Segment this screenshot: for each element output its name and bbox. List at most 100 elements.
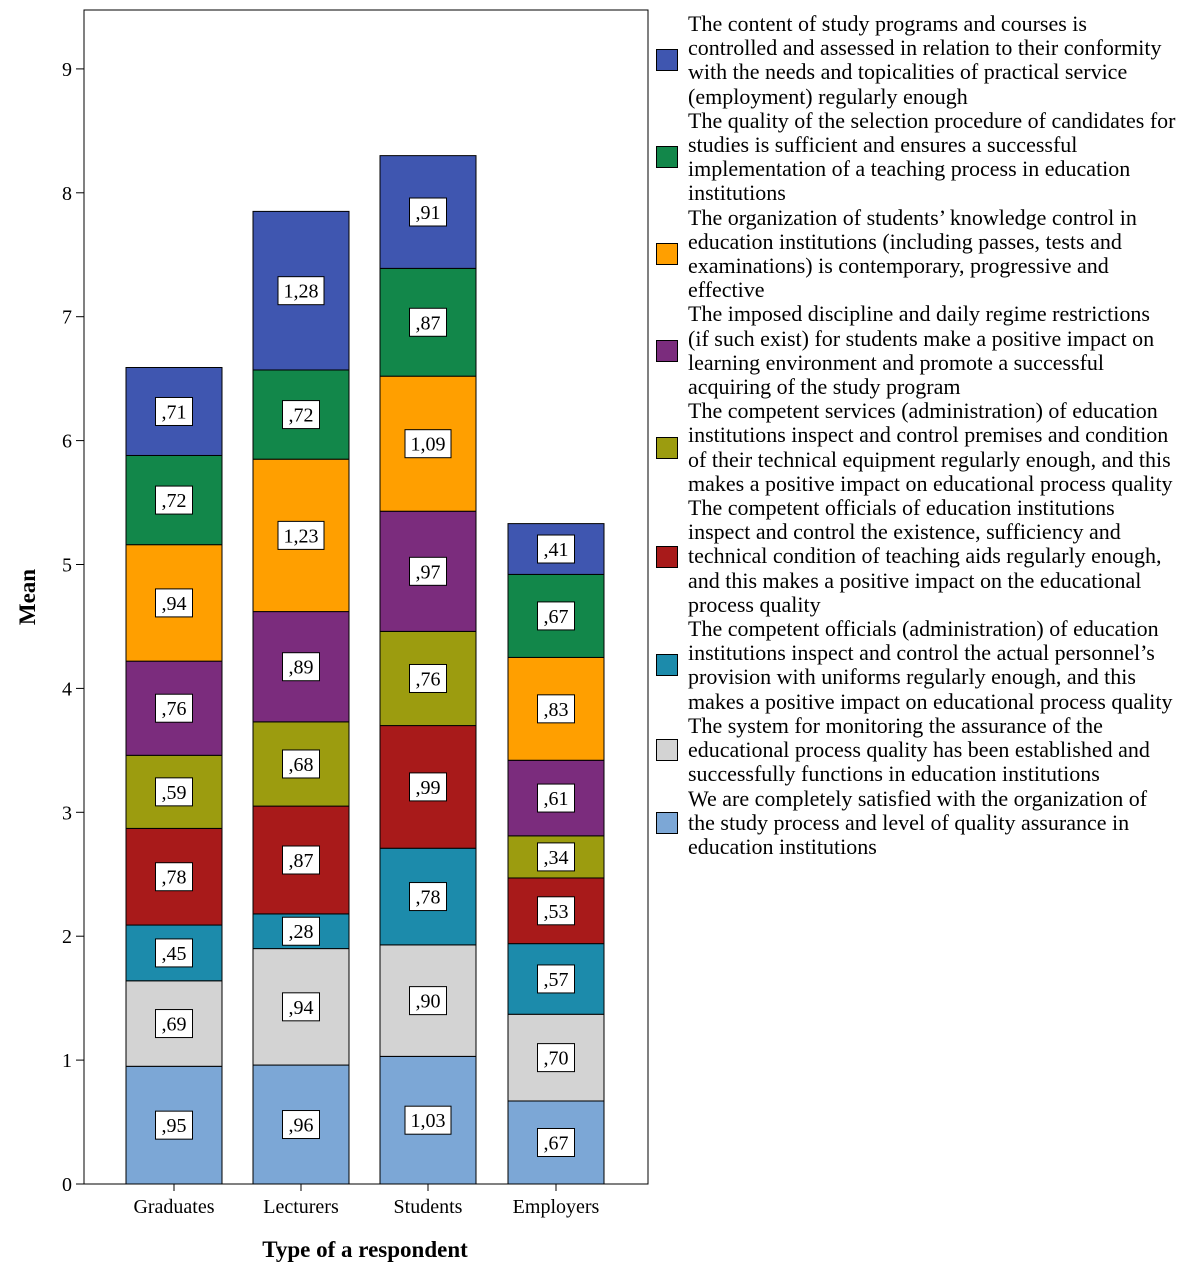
legend-swatch bbox=[656, 243, 678, 266]
data-label: ,61 bbox=[544, 788, 569, 810]
data-label: ,67 bbox=[544, 1132, 569, 1154]
data-label-box bbox=[282, 1110, 320, 1140]
data-label: ,78 bbox=[162, 867, 187, 889]
y-axis: 0 1 2 3 4 5 6 7 8 9 bbox=[62, 59, 84, 1196]
legend-label: The competent officials of education ins… bbox=[688, 495, 1162, 617]
data-label-box bbox=[282, 845, 320, 875]
legend-item: We are completely satisfied with the org… bbox=[652, 785, 1176, 860]
data-label-box bbox=[155, 1110, 193, 1140]
data-label: ,78 bbox=[416, 887, 441, 909]
data-label-box bbox=[282, 992, 320, 1022]
y-tick-label: 6 bbox=[62, 431, 72, 453]
data-label: ,72 bbox=[289, 405, 314, 427]
y-tick-label: 7 bbox=[62, 307, 72, 329]
legend-label: The imposed discipline and daily regime … bbox=[688, 301, 1155, 400]
data-label: ,70 bbox=[544, 1048, 569, 1070]
legend-label: The competent services (administration) … bbox=[688, 398, 1173, 496]
data-label: ,76 bbox=[162, 698, 187, 720]
data-label: ,94 bbox=[162, 593, 187, 615]
legend-swatch bbox=[656, 436, 678, 459]
legend-item: The competent officials of education ins… bbox=[652, 495, 1176, 617]
y-tick-label: 0 bbox=[62, 1174, 72, 1196]
data-label-box bbox=[409, 197, 447, 227]
data-label: ,53 bbox=[544, 901, 569, 923]
data-label-box bbox=[277, 520, 325, 550]
legend-swatch bbox=[656, 49, 678, 72]
x-tick-label: Lecturers bbox=[263, 1196, 339, 1218]
legend-label: The competent officials (administration)… bbox=[688, 616, 1173, 714]
data-label: ,94 bbox=[289, 997, 314, 1019]
data-label: ,71 bbox=[162, 401, 187, 423]
legend-item: The quality of the selection procedure o… bbox=[652, 107, 1176, 206]
legend-swatch bbox=[656, 654, 678, 677]
legend-label: The content of study programs and course… bbox=[688, 11, 1162, 109]
legend-swatch bbox=[656, 146, 678, 169]
y-tick-label: 3 bbox=[62, 802, 72, 824]
data-label: ,96 bbox=[289, 1115, 314, 1137]
data-label-box bbox=[404, 1105, 452, 1135]
data-label-box bbox=[537, 842, 575, 872]
bar-segment bbox=[507, 656, 605, 761]
data-label: ,89 bbox=[289, 657, 314, 679]
legend-label: The organization of students’ knowledge … bbox=[688, 204, 1137, 303]
data-label-box bbox=[282, 400, 320, 430]
legend-swatch bbox=[656, 339, 678, 362]
data-label: ,87 bbox=[289, 850, 314, 872]
data-label-box bbox=[409, 663, 447, 693]
data-label-box bbox=[409, 772, 447, 802]
data-label: ,90 bbox=[416, 991, 441, 1013]
data-label-box bbox=[409, 882, 447, 912]
data-label: ,59 bbox=[162, 782, 187, 804]
data-label: 1,28 bbox=[284, 281, 319, 303]
data-label-box bbox=[155, 862, 193, 892]
legend-item: The organization of students’ knowledge … bbox=[652, 204, 1176, 303]
legend-item: The imposed discipline and daily regime … bbox=[652, 302, 1176, 399]
data-label-box bbox=[155, 396, 193, 426]
legend-swatch bbox=[656, 545, 678, 568]
legend-item: The content of study programs and course… bbox=[652, 11, 1176, 109]
data-label-box bbox=[155, 777, 193, 807]
data-label-box bbox=[537, 1043, 575, 1073]
data-label: ,69 bbox=[162, 1014, 187, 1036]
y-axis-title: Mean bbox=[15, 569, 40, 625]
data-label-box bbox=[282, 749, 320, 779]
data-label-box bbox=[409, 556, 447, 586]
legend-swatch bbox=[656, 811, 678, 834]
legend-swatch bbox=[656, 739, 678, 762]
legend-label: We are completely satisfied with the org… bbox=[688, 785, 1148, 859]
data-label-box bbox=[537, 601, 575, 631]
data-label: ,99 bbox=[416, 777, 441, 799]
data-label: ,72 bbox=[162, 490, 187, 512]
legend-label: The quality of the selection procedure o… bbox=[688, 107, 1176, 206]
y-tick-label: 1 bbox=[62, 1050, 72, 1072]
legend-item: The competent services (administration) … bbox=[652, 399, 1176, 496]
data-label-box bbox=[409, 307, 447, 337]
data-label-box bbox=[282, 652, 320, 682]
data-label: ,34 bbox=[544, 847, 569, 869]
data-label: ,45 bbox=[162, 943, 187, 965]
data-label: 1,03 bbox=[411, 1110, 446, 1132]
y-tick-label: 8 bbox=[62, 183, 72, 205]
data-label: ,41 bbox=[544, 539, 569, 561]
data-label: ,68 bbox=[289, 754, 314, 776]
data-label-box bbox=[282, 916, 320, 946]
data-label-box bbox=[155, 938, 193, 968]
data-label: ,28 bbox=[289, 921, 314, 943]
data-label-box bbox=[537, 783, 575, 813]
data-label-box bbox=[537, 1127, 575, 1157]
x-tick-label: Employers bbox=[513, 1196, 600, 1218]
data-label: ,76 bbox=[416, 668, 441, 690]
data-label: ,83 bbox=[544, 699, 569, 721]
data-label-box bbox=[277, 276, 325, 306]
data-label: ,97 bbox=[416, 561, 441, 583]
y-tick-label: 2 bbox=[62, 926, 72, 948]
data-label: ,87 bbox=[416, 312, 441, 334]
x-axis: Graduates Lecturers Students Employers bbox=[133, 1184, 600, 1218]
y-tick-label: 5 bbox=[62, 555, 72, 577]
data-label: ,67 bbox=[544, 606, 569, 628]
data-label-box bbox=[537, 694, 575, 724]
data-label-box bbox=[537, 964, 575, 994]
data-label: ,95 bbox=[162, 1115, 187, 1137]
data-label-box bbox=[404, 429, 452, 459]
